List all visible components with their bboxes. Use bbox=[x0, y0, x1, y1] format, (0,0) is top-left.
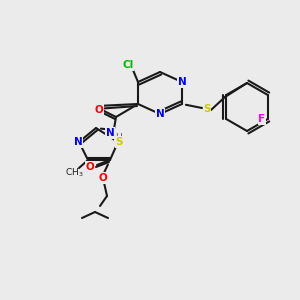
Text: N: N bbox=[106, 128, 114, 138]
Text: CH$_3$: CH$_3$ bbox=[65, 167, 83, 179]
Text: H: H bbox=[115, 133, 122, 142]
Text: S: S bbox=[115, 137, 123, 147]
Text: S: S bbox=[203, 104, 211, 114]
Text: N: N bbox=[74, 137, 82, 147]
Text: O: O bbox=[94, 105, 103, 115]
Text: N: N bbox=[156, 109, 164, 119]
Text: Cl: Cl bbox=[122, 60, 134, 70]
Text: O: O bbox=[99, 173, 107, 183]
Text: N: N bbox=[178, 77, 186, 87]
Text: F: F bbox=[258, 114, 265, 124]
Text: O: O bbox=[85, 162, 94, 172]
